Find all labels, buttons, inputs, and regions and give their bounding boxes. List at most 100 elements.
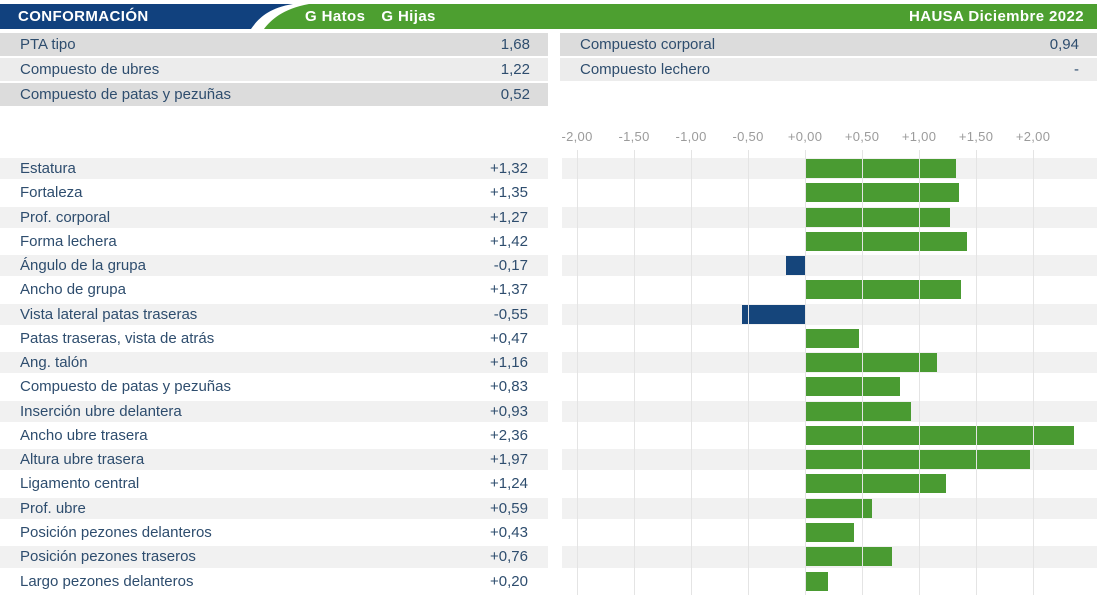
trait-label: Altura ubre trasera [20,451,145,469]
gridline [577,150,579,595]
chart-row [562,255,1097,280]
trait-value: -0,17 [493,257,528,275]
gridline [748,150,750,595]
trait-value: -0,55 [493,305,528,323]
trait-value: +1,16 [490,354,528,372]
trait-bar [805,207,950,227]
trait-value: +1,37 [490,281,528,299]
trait-bar [805,183,959,203]
trait-label: Estatura [20,160,76,177]
table-row: Vista lateral patas traseras -0,55 [0,303,548,328]
summary-value: 1,68 [500,36,530,53]
summary-row: Compuesto de patas y pezuñas 0,52 [0,83,548,106]
trait-value: +0,47 [490,329,528,347]
trait-bar [805,231,967,251]
table-row: Fortaleza +1,35 [0,182,548,207]
trait-value: +0,43 [490,523,528,541]
axis-tick-label: +1,50 [958,129,994,144]
axis-tick-label: -2,00 [561,129,593,144]
trait-label: Vista lateral patas traseras [20,305,198,323]
trait-value: +1,35 [490,184,528,202]
trait-label: Ángulo de la grupa [20,257,146,275]
trait-label: Ang. talón [20,354,88,372]
report-header: CONFORMACIÓN G Hatos G Hijas HAUSA Dicie… [0,4,1097,29]
table-row: Patas traseras, vista de atrás +0,47 [0,328,548,353]
trait-value: +0,83 [490,378,528,396]
trait-value: +1,42 [490,232,528,250]
chart-row [562,231,1097,256]
gridline [976,150,978,595]
axis-tick-label: -1,00 [675,129,707,144]
trait-value: +1,24 [490,475,528,493]
chart-row [562,522,1097,547]
legend-item-g-hijas[interactable]: G Hijas [381,8,436,25]
table-row: Largo pezones delanteros +0,20 [0,571,548,595]
table-row: Prof. ubre +0,59 [0,497,548,522]
trait-value: +0,93 [490,402,528,420]
gridline [1033,150,1035,595]
trait-bar [805,280,962,300]
table-row: Compuesto de patas y pezuñas +0,83 [0,376,548,401]
legend-item-g-hatos[interactable]: G Hatos [305,8,366,25]
trait-value: +0,76 [490,548,528,566]
summary-row: PTA tipo 1,68 [0,33,548,56]
gridline [691,150,693,595]
trait-bar [805,571,828,591]
header-legend: G Hatos G Hijas [305,4,436,29]
trait-label: Fortaleza [20,184,83,202]
table-row: Ligamento central +1,24 [0,473,548,498]
axis-tick-label: +2,00 [1015,129,1051,144]
summary-label: PTA tipo [20,36,76,53]
bar-chart [562,150,1097,595]
trait-label: Compuesto de patas y pezuñas [20,378,231,396]
trait-bar [805,547,892,567]
header-swoosh-graphic [0,4,1097,29]
trait-value: +2,36 [490,426,528,444]
chart-row [562,206,1097,231]
chart-row [562,328,1097,353]
trait-label: Ancho ubre trasera [20,426,148,444]
axis-tick-label: -1,50 [618,129,650,144]
table-row: Ancho ubre trasera +2,36 [0,425,548,450]
axis-tick-label: +0,50 [844,129,880,144]
gridline [919,150,921,595]
summary-label: Compuesto de ubres [20,61,160,78]
trait-label: Posición pezones delanteros [20,523,212,541]
table-row: Ang. talón +1,16 [0,352,548,377]
trait-value: +0,59 [490,499,528,517]
summary-right-table: Compuesto corporal 0,94 Compuesto lechero - [560,33,1097,83]
chart-row [562,571,1097,595]
summary-label: Compuesto corporal [580,36,716,53]
table-row: Ángulo de la grupa -0,17 [0,255,548,280]
trait-bar [805,474,947,494]
table-row: Posición pezones traseros +0,76 [0,546,548,571]
trait-label: Prof. corporal [20,208,111,226]
summary-label: Compuesto de patas y pezuñas [20,86,231,103]
trait-label: Inserción ubre delantera [20,402,182,420]
trait-bar [805,328,859,348]
summary-row: Compuesto corporal 0,94 [560,33,1097,56]
page-title: CONFORMACIÓN [18,8,149,25]
trait-bar [805,425,1075,445]
trait-bar [805,498,873,518]
trait-bar [805,401,912,421]
chart-row [562,352,1097,377]
trait-bar [742,304,806,324]
trait-label: Prof. ubre [20,499,86,517]
trait-label: Forma lechera [20,232,117,250]
chart-row [562,400,1097,425]
summary-row: Compuesto lechero - [560,58,1097,81]
summary-left-table: PTA tipo 1,68 Compuesto de ubres 1,22 Compue… [0,33,548,108]
gridline [805,150,807,595]
axis-tick-label: -0,50 [732,129,764,144]
gridline [634,150,636,595]
chart-row [562,497,1097,522]
trait-bar [805,522,855,542]
gridline [862,150,864,595]
summary-value: 0,94 [1049,36,1079,53]
trait-value: +0,20 [490,572,528,590]
summary-value: 1,22 [500,61,530,78]
chart-row [562,279,1097,304]
trait-label: Largo pezones delanteros [20,572,194,590]
